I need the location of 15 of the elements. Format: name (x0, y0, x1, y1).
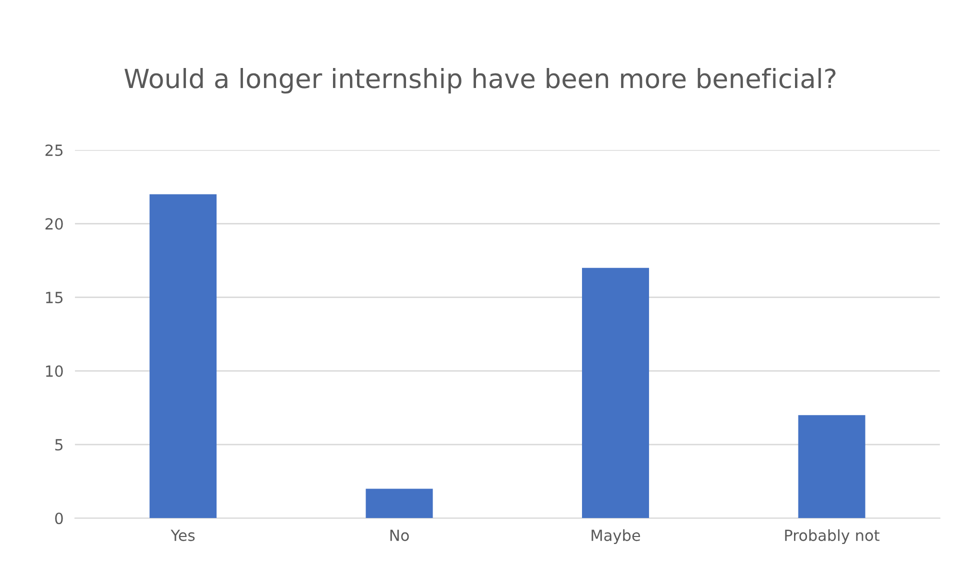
x-tick-label: No (390, 530, 409, 542)
y-tick-label: 10 (46, 365, 63, 377)
y-tick-label: 15 (46, 292, 63, 304)
chart-title: Would a longer internship have been more beneficial? (124, 68, 836, 94)
bar (798, 415, 866, 518)
y-tick-label: 25 (46, 144, 63, 156)
y-tick-label: 5 (55, 439, 63, 451)
x-tick-label: Yes (170, 530, 195, 542)
bar (150, 194, 217, 518)
y-tick-label: 0 (55, 512, 63, 524)
x-tick-label: Probably not (785, 529, 880, 544)
x-tick-label: Maybe (592, 529, 640, 544)
bar (366, 488, 433, 518)
y-tick-label: 20 (46, 218, 63, 230)
bar (582, 268, 650, 518)
